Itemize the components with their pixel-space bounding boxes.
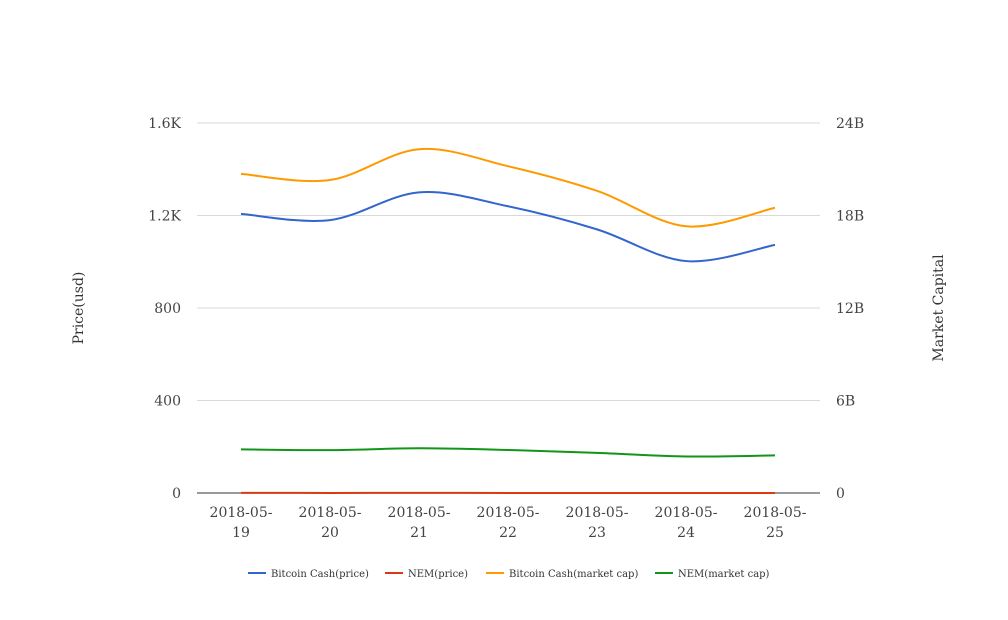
legend-label: Bitcoin Cash(market cap): [509, 569, 638, 580]
left-tick-label: 1.2K: [148, 209, 181, 225]
x-tick-label: 2018-05-23: [566, 505, 629, 541]
left-tick-label: 0: [172, 486, 181, 502]
right-axis-ticks: 0 6B 12B 18B 24B: [836, 116, 864, 502]
x-tick-label: 2018-05-20: [299, 505, 362, 541]
series-lines: [241, 149, 775, 493]
right-tick-label: 6B: [836, 394, 855, 410]
legend-item-bitcoin-cash-price: Bitcoin Cash(price): [248, 569, 369, 580]
left-tick-label: 800: [154, 301, 181, 317]
x-tick-label: 2018-05-19: [210, 505, 273, 541]
left-tick-label: 400: [154, 394, 181, 410]
x-tick-label: 2018-05-21: [388, 505, 451, 541]
series-line-bitcoin-cash-market-cap: [241, 149, 775, 227]
legend-item-bitcoin-cash-market-cap: Bitcoin Cash(market cap): [486, 569, 638, 580]
x-axis-ticks: 2018-05-19 2018-05-20 2018-05-21 2018-05-22…: [210, 505, 807, 541]
x-tick-label: 2018-05-25: [744, 505, 807, 541]
x-tick-label: 2018-05-22: [477, 505, 540, 541]
right-tick-label: 12B: [836, 301, 864, 317]
legend-label: NEM(price): [408, 569, 468, 580]
legend-item-nem-market-cap: NEM(market cap): [655, 569, 770, 580]
legend-item-nem-price: NEM(price): [385, 569, 468, 580]
left-axis-ticks: 0 400 800 1.2K 1.6K: [148, 116, 181, 502]
x-tick-label: 2018-05-24: [655, 505, 718, 541]
left-axis-title: Price(usd): [71, 272, 87, 345]
series-line-nem-market-cap: [241, 448, 775, 456]
grid-lines: [197, 123, 820, 493]
right-tick-label: 24B: [836, 116, 864, 132]
right-tick-label: 18B: [836, 209, 864, 225]
legend-label: Bitcoin Cash(price): [271, 569, 369, 580]
left-tick-label: 1.6K: [148, 116, 181, 132]
legend-label: NEM(market cap): [678, 569, 770, 580]
right-tick-label: 0: [836, 486, 845, 502]
right-axis-title: Market Capital: [931, 254, 947, 362]
legend: Bitcoin Cash(price) NEM(price) Bitcoin Cas…: [248, 569, 770, 580]
